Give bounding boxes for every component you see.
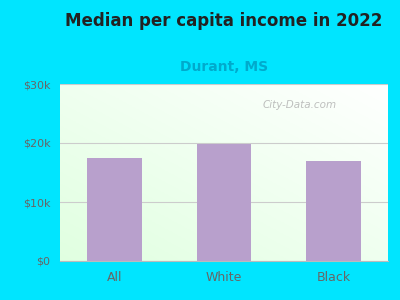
Bar [306, 161, 361, 261]
Bar [87, 158, 142, 261]
Bar [197, 144, 251, 261]
Text: City-Data.com: City-Data.com [262, 100, 336, 110]
Text: Durant, MS: Durant, MS [180, 60, 268, 74]
Text: Median per capita income in 2022: Median per capita income in 2022 [65, 12, 383, 30]
